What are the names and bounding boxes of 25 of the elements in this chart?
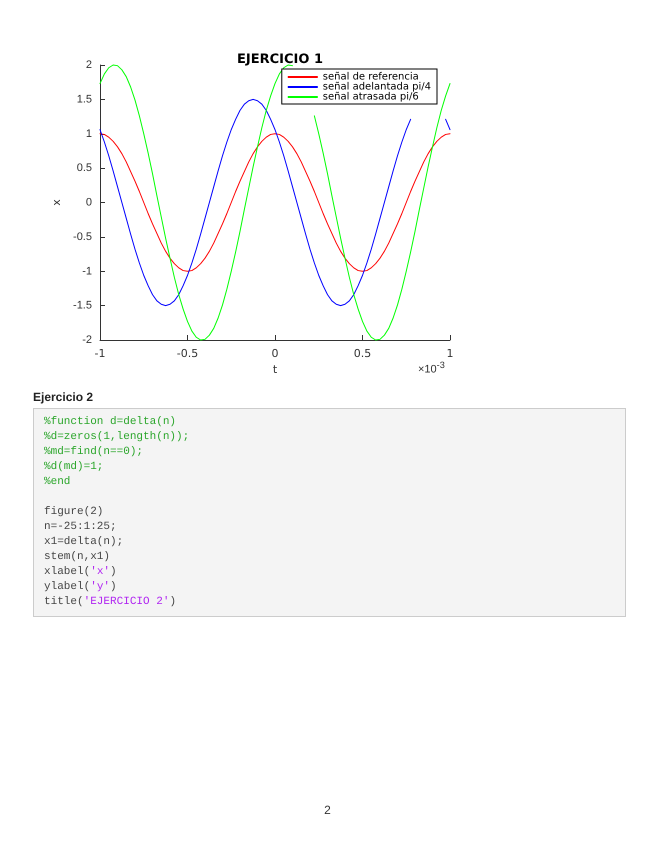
chart-title: EJERCICIO 1 xyxy=(237,52,323,67)
x-tick-label: 0.5 xyxy=(354,347,372,360)
text: %function d=delta(n) %d=zeros(1,length(n)); %md=find(n==0); %d(md)=1; %end figure(2) n=-25:1:25; x1=delta(n); stem(n,x1) xlabel('x') ylabel('y') title('EJERCICIO 2') xyxy=(44,416,190,608)
y-tick-label: -1 xyxy=(82,265,92,278)
y-tick-label: 1 xyxy=(86,128,92,140)
y-axis-title: x xyxy=(50,198,64,206)
y-tick-label: -1.5 xyxy=(73,300,92,312)
legend-label: señal de referencia xyxy=(322,72,419,82)
text: 2 xyxy=(323,803,332,817)
text: ×10$^{-3}$ xyxy=(418,360,445,376)
x-tick-label: 0 xyxy=(272,347,278,360)
text: Ejercicio 2 xyxy=(33,390,94,404)
y-tick-label: 0 xyxy=(86,196,92,208)
x-tick-label: -1 xyxy=(94,347,106,360)
x-axis-title: t xyxy=(272,362,278,376)
y-tick-label: 1.5 xyxy=(76,93,92,106)
x-tick-label: 1 xyxy=(446,347,454,360)
y-tick-label: -2 xyxy=(82,334,92,346)
x-tick-label: -0.5 xyxy=(176,347,198,360)
line-series xyxy=(100,133,450,272)
y-tick-label: 2 xyxy=(86,59,92,71)
y-tick-label: -0.5 xyxy=(73,230,92,243)
y-tick-label: 0.5 xyxy=(76,162,92,174)
legend-label: señal atrasada pi/6 xyxy=(322,92,419,102)
legend-label: señal adelantada pi/4 xyxy=(322,82,431,92)
